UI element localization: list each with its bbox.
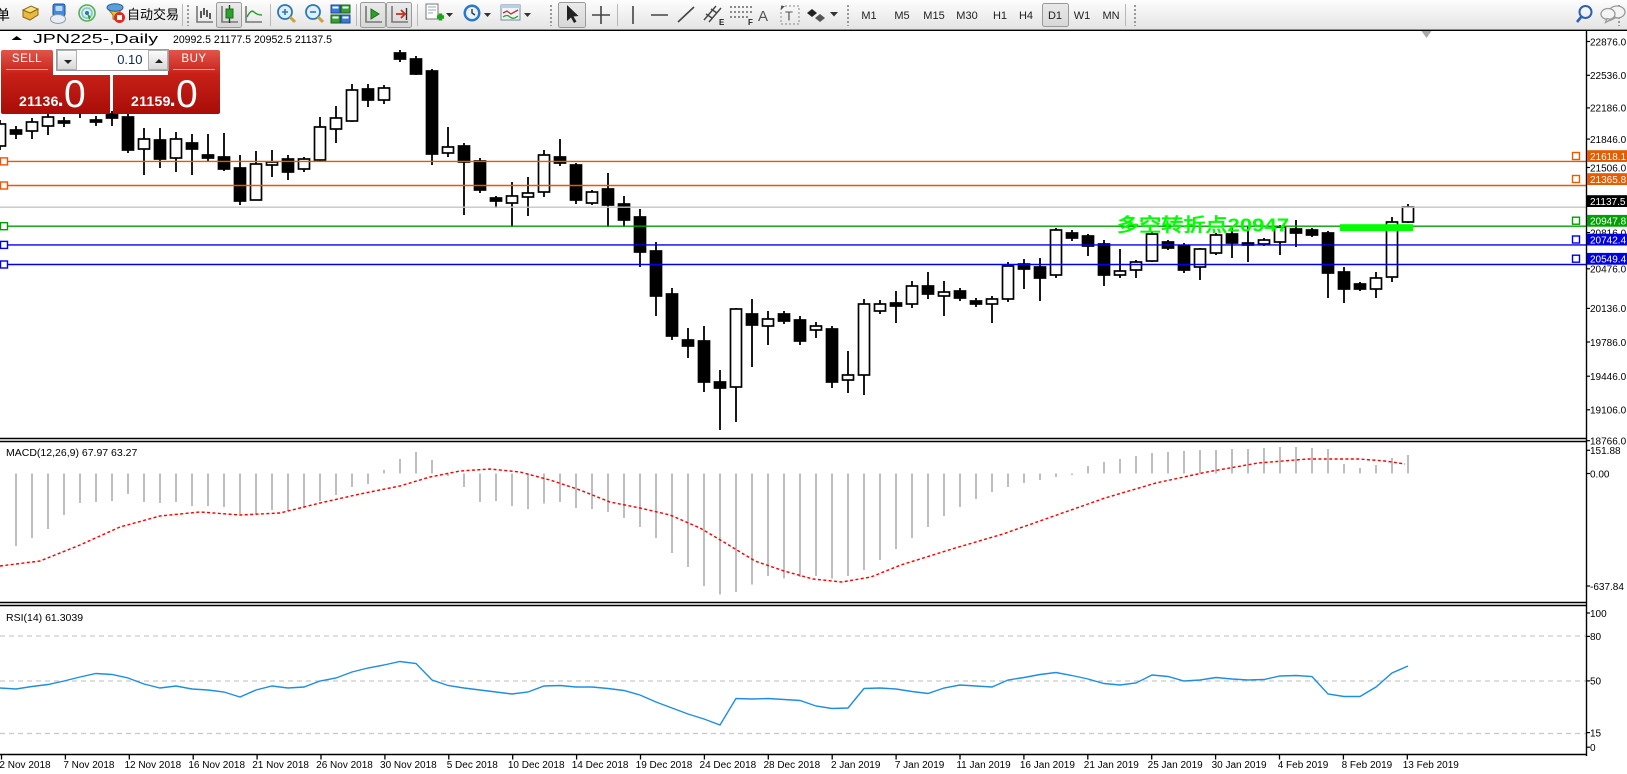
svg-text:18766.0: 18766.0 — [1590, 437, 1627, 448]
svg-text:21618.1: 21618.1 — [1590, 152, 1627, 163]
svg-text:20742.4: 20742.4 — [1590, 235, 1627, 246]
svg-text:RSI(14) 61.3039: RSI(14) 61.3039 — [6, 612, 83, 624]
svg-text:E: E — [719, 18, 725, 27]
svg-text:M30: M30 — [956, 10, 977, 22]
svg-text:19 Dec 2018: 19 Dec 2018 — [636, 760, 693, 771]
svg-text:0: 0 — [1590, 743, 1596, 754]
svg-text:80: 80 — [1590, 632, 1602, 643]
svg-text:50: 50 — [1590, 677, 1602, 688]
svg-text:MN: MN — [1102, 10, 1119, 22]
svg-text:21846.0: 21846.0 — [1590, 135, 1627, 146]
svg-text:2 Nov 2018: 2 Nov 2018 — [0, 760, 51, 771]
svg-text:F: F — [748, 18, 753, 27]
svg-text:14 Dec 2018: 14 Dec 2018 — [572, 760, 629, 771]
svg-text:W1: W1 — [1074, 10, 1091, 22]
svg-text:20136.0: 20136.0 — [1590, 304, 1627, 315]
svg-text:D1: D1 — [1048, 10, 1062, 22]
svg-text:15: 15 — [1590, 728, 1602, 739]
svg-text:30 Jan 2019: 30 Jan 2019 — [1212, 760, 1267, 771]
svg-text:H1: H1 — [993, 10, 1007, 22]
svg-text:多空转折点20947: 多空转折点20947 — [1117, 215, 1289, 236]
svg-text:21 Jan 2019: 21 Jan 2019 — [1084, 760, 1139, 771]
svg-text:M5: M5 — [894, 10, 909, 22]
svg-text:19106.0: 19106.0 — [1590, 406, 1627, 417]
svg-text:10 Dec 2018: 10 Dec 2018 — [508, 760, 565, 771]
svg-text:20476.0: 20476.0 — [1590, 265, 1627, 276]
svg-text:16 Nov 2018: 16 Nov 2018 — [188, 760, 245, 771]
svg-text:22536.0: 22536.0 — [1590, 71, 1627, 82]
svg-text:24 Dec 2018: 24 Dec 2018 — [700, 760, 757, 771]
svg-text:22186.0: 22186.0 — [1590, 104, 1627, 115]
svg-text:单: 单 — [0, 7, 10, 23]
svg-text:4 Feb 2019: 4 Feb 2019 — [1278, 760, 1329, 771]
svg-text:19786.0: 19786.0 — [1590, 338, 1627, 349]
svg-text:19446.0: 19446.0 — [1590, 372, 1627, 383]
svg-text:21 Nov 2018: 21 Nov 2018 — [252, 760, 309, 771]
svg-text:16 Jan 2019: 16 Jan 2019 — [1020, 760, 1075, 771]
svg-text:20947.8: 20947.8 — [1590, 217, 1627, 228]
svg-text:5 Dec 2018: 5 Dec 2018 — [447, 760, 499, 771]
svg-text:7 Jan 2019: 7 Jan 2019 — [895, 760, 945, 771]
svg-text:100: 100 — [1590, 609, 1607, 620]
svg-text:2 Jan 2019: 2 Jan 2019 — [831, 760, 881, 771]
svg-text:25 Jan 2019: 25 Jan 2019 — [1148, 760, 1203, 771]
svg-text:13 Feb 2019: 13 Feb 2019 — [1403, 760, 1460, 771]
svg-text:-637.84: -637.84 — [1590, 582, 1624, 593]
svg-text:H4: H4 — [1019, 10, 1033, 22]
svg-text:26 Nov 2018: 26 Nov 2018 — [316, 760, 373, 771]
svg-text:151.88: 151.88 — [1590, 446, 1621, 457]
svg-text:11 Jan 2019: 11 Jan 2019 — [956, 760, 1011, 771]
svg-text:MACD(12,26,9) 67.97 63.27: MACD(12,26,9) 67.97 63.27 — [6, 447, 137, 459]
svg-text:12 Nov 2018: 12 Nov 2018 — [124, 760, 181, 771]
svg-text:21506.0: 21506.0 — [1590, 163, 1627, 174]
svg-text:20992.5 21177.5 20952.5 21137.: 20992.5 21177.5 20952.5 21137.5 — [173, 34, 332, 46]
svg-text:7 Nov 2018: 7 Nov 2018 — [63, 760, 115, 771]
svg-text:28 Dec 2018: 28 Dec 2018 — [763, 760, 820, 771]
svg-text:21365.8: 21365.8 — [1590, 175, 1627, 186]
svg-text:T: T — [785, 9, 793, 24]
svg-text:22876.0: 22876.0 — [1590, 37, 1627, 48]
svg-text:0.00: 0.00 — [1590, 469, 1610, 480]
svg-text:A: A — [758, 8, 768, 25]
svg-text:30 Nov 2018: 30 Nov 2018 — [380, 760, 437, 771]
svg-text:M15: M15 — [923, 10, 944, 22]
svg-text:JPN225-,Daily: JPN225-,Daily — [33, 31, 159, 46]
svg-text:自动交易: 自动交易 — [127, 7, 179, 22]
svg-text:M1: M1 — [861, 10, 876, 22]
svg-text:20549.4: 20549.4 — [1590, 255, 1627, 266]
svg-text:8 Feb 2019: 8 Feb 2019 — [1342, 760, 1393, 771]
svg-text:21137.5: 21137.5 — [1590, 197, 1626, 208]
